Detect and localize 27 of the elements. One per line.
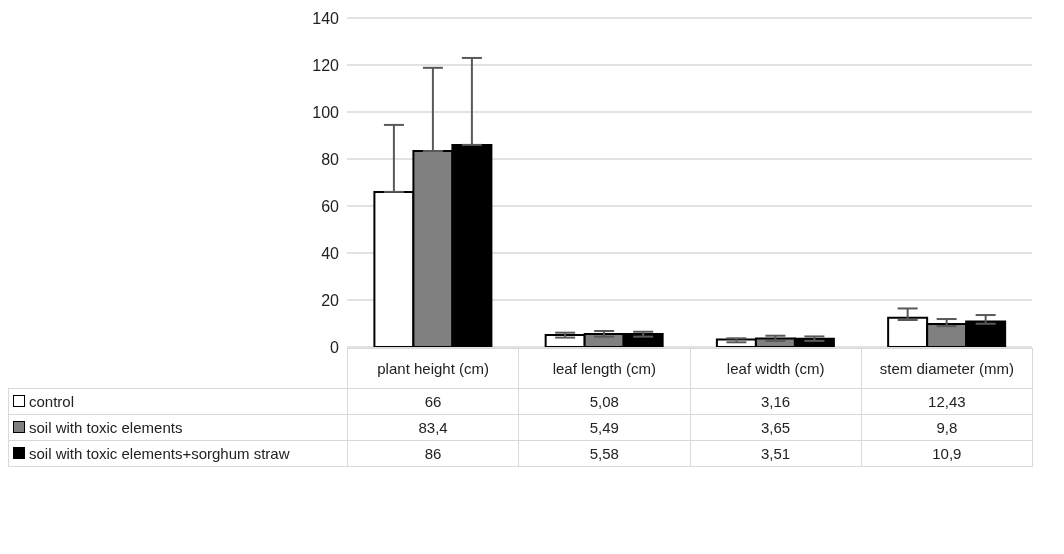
data-label: 3,16 <box>690 388 862 415</box>
data-label: 66 <box>347 388 519 415</box>
legend-label: soil with toxic elements <box>8 414 348 441</box>
data-label: 83,4 <box>347 414 519 441</box>
x-tick-label: leaf length (cm) <box>518 348 690 389</box>
data-label: 3,65 <box>690 414 862 441</box>
y-tick-label: 20 <box>321 291 340 309</box>
data-label: 5,58 <box>518 440 690 467</box>
y-tick-label: 40 <box>321 244 340 262</box>
x-tick-label: leaf width (cm) <box>690 348 862 389</box>
data-label: 12,43 <box>861 388 1033 415</box>
data-label: 5,49 <box>518 414 690 441</box>
y-tick-label: 0 <box>330 338 340 356</box>
y-tick-label: 100 <box>312 103 340 121</box>
x-tick-label: stem diameter (mm) <box>861 348 1033 389</box>
x-tick-label: plant height (cm) <box>347 348 519 389</box>
data-label: 5,08 <box>518 388 690 415</box>
y-tick-label: 60 <box>321 197 340 215</box>
data-label: 3,51 <box>690 440 862 467</box>
data-label: 9,8 <box>861 414 1033 441</box>
legend-label: soil with toxic elements+sorghum straw <box>8 440 348 467</box>
legend-label: control <box>8 388 348 415</box>
data-label: 10,9 <box>861 440 1033 467</box>
y-tick-label: 120 <box>312 56 340 74</box>
y-tick-label: 80 <box>321 150 340 168</box>
y-tick-label: 140 <box>312 9 340 27</box>
data-label: 86 <box>347 440 519 467</box>
